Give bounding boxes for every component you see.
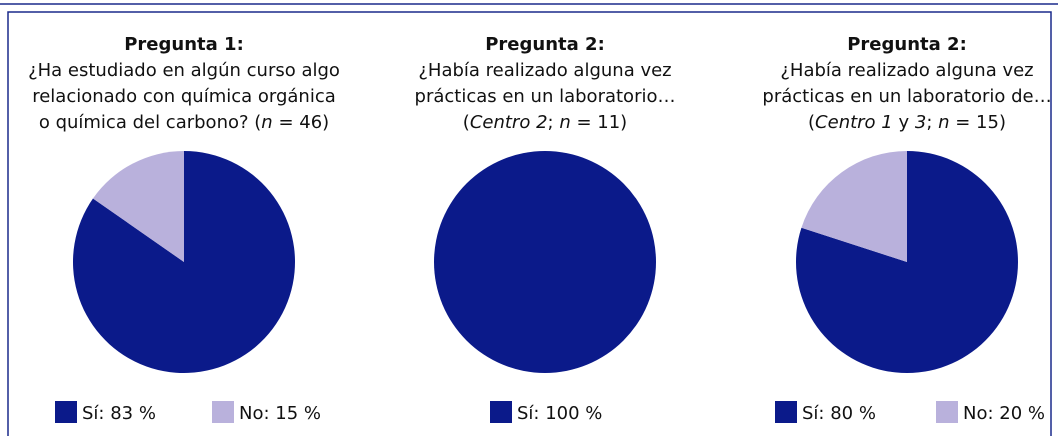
chart-subtitle: ¿Ha estudiado en algún curso algo xyxy=(28,60,340,81)
subtitle-run: 3 xyxy=(915,112,926,133)
subtitle-run: Centro 2 xyxy=(470,112,548,133)
chart-subtitle: prácticas en un laboratorio… xyxy=(415,86,676,107)
legend-label: No: 20 % xyxy=(963,403,1045,424)
legend-swatch xyxy=(212,401,234,423)
subtitle-run: = 11) xyxy=(571,112,627,133)
subtitle-run: ; xyxy=(926,112,938,133)
chart-subtitle: relacionado con química orgánica xyxy=(32,86,336,107)
legend-swatch xyxy=(936,401,958,423)
legend-swatch xyxy=(55,401,77,423)
subtitle-run: prácticas en un laboratorio… xyxy=(415,86,676,107)
chart-title: Pregunta 2: xyxy=(847,34,967,55)
subtitle-run: Centro 1 xyxy=(815,112,893,133)
subtitle-run: prácticas en un laboratorio de… xyxy=(762,86,1051,107)
pie-slice xyxy=(434,151,656,373)
pie-slice xyxy=(801,151,907,262)
subtitle-run: ¿Ha estudiado en algún curso algo xyxy=(28,60,340,81)
chart-subtitle: (Centro 1 y 3; n = 15) xyxy=(808,112,1006,133)
subtitle-run: ( xyxy=(463,112,470,133)
chart-subtitle: ¿Había realizado alguna vez xyxy=(418,60,671,81)
legend-label: Sí: 80 % xyxy=(802,403,876,424)
legend-label: Sí: 83 % xyxy=(82,403,156,424)
subtitle-run: o química del carbono? ( xyxy=(39,112,261,133)
chart-subtitle: o química del carbono? (n = 46) xyxy=(39,112,329,133)
subtitle-run: = 46) xyxy=(273,112,329,133)
chart-title: Pregunta 2: xyxy=(485,34,605,55)
legend-label: No: 15 % xyxy=(239,403,321,424)
subtitle-run: y xyxy=(893,112,915,133)
legend-swatch xyxy=(490,401,512,423)
legend-label: Sí: 100 % xyxy=(517,403,602,424)
subtitle-run: ¿Había realizado alguna vez xyxy=(780,60,1033,81)
chart-title: Pregunta 1: xyxy=(124,34,244,55)
subtitle-run: n xyxy=(559,112,570,133)
chart-subtitle: ¿Había realizado alguna vez xyxy=(780,60,1033,81)
subtitle-run: relacionado con química orgánica xyxy=(32,86,336,107)
subtitle-run: ; xyxy=(548,112,560,133)
chart-subtitle: prácticas en un laboratorio de… xyxy=(762,86,1051,107)
subtitle-run: n xyxy=(261,112,272,133)
chart-subtitle: (Centro 2; n = 11) xyxy=(463,112,627,133)
frame xyxy=(7,11,1052,436)
legend-swatch xyxy=(775,401,797,423)
subtitle-run: = 15) xyxy=(950,112,1006,133)
subtitle-run: ¿Había realizado alguna vez xyxy=(418,60,671,81)
subtitle-run: n xyxy=(938,112,949,133)
pie-slice xyxy=(92,151,184,262)
subtitle-run: ( xyxy=(808,112,815,133)
